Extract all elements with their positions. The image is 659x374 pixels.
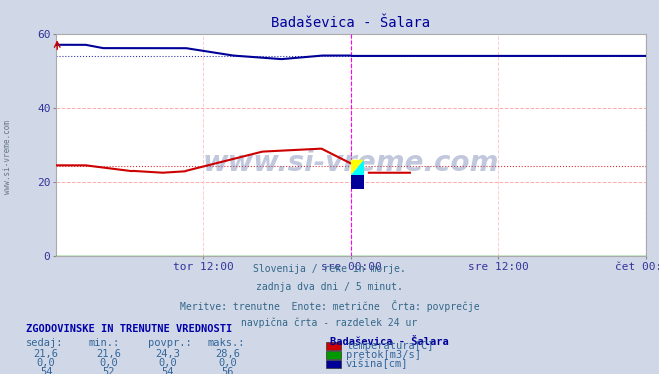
Text: 54: 54 <box>162 367 174 374</box>
Polygon shape <box>351 160 364 175</box>
Text: pretok[m3/s]: pretok[m3/s] <box>346 350 421 359</box>
Text: 0,0: 0,0 <box>37 358 55 368</box>
Text: 21,6: 21,6 <box>96 349 121 359</box>
Text: min.:: min.: <box>89 338 120 349</box>
Text: 0,0: 0,0 <box>159 358 177 368</box>
Text: povpr.:: povpr.: <box>148 338 192 349</box>
Text: Slovenija / reke in morje.: Slovenija / reke in morje. <box>253 264 406 274</box>
Text: 0,0: 0,0 <box>218 358 237 368</box>
Text: 0,0: 0,0 <box>100 358 118 368</box>
Text: 24,3: 24,3 <box>156 349 181 359</box>
Polygon shape <box>351 160 364 175</box>
Text: višina[cm]: višina[cm] <box>346 358 409 369</box>
Text: 56: 56 <box>221 367 233 374</box>
Text: navpična črta - razdelek 24 ur: navpična črta - razdelek 24 ur <box>241 318 418 328</box>
Text: www.si-vreme.com: www.si-vreme.com <box>203 149 499 177</box>
Text: 52: 52 <box>103 367 115 374</box>
Text: sedaj:: sedaj: <box>26 338 64 349</box>
Text: Badaševica - Šalara: Badaševica - Šalara <box>330 337 448 347</box>
Text: 21,6: 21,6 <box>34 349 59 359</box>
Title: Badaševica - Šalara: Badaševica - Šalara <box>272 16 430 30</box>
Text: www.si-vreme.com: www.si-vreme.com <box>3 120 13 194</box>
Text: 28,6: 28,6 <box>215 349 240 359</box>
Polygon shape <box>351 175 364 190</box>
Text: 54: 54 <box>40 367 52 374</box>
Text: temperatura[C]: temperatura[C] <box>346 341 434 350</box>
Text: ZGODOVINSKE IN TRENUTNE VREDNOSTI: ZGODOVINSKE IN TRENUTNE VREDNOSTI <box>26 324 233 334</box>
Text: maks.:: maks.: <box>208 338 245 349</box>
Text: Meritve: trenutne  Enote: metrične  Črta: povprečje: Meritve: trenutne Enote: metrične Črta: … <box>180 300 479 312</box>
Text: zadnja dva dni / 5 minut.: zadnja dva dni / 5 minut. <box>256 282 403 292</box>
